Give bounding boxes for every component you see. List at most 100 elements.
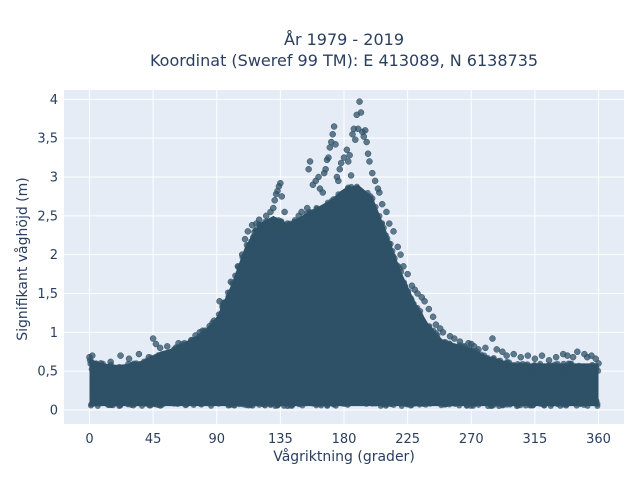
data-point [352,136,359,143]
data-point [482,344,489,352]
data-point [276,395,283,402]
data-point [272,403,279,410]
data-point [376,212,383,219]
data-point [594,403,601,410]
data-point [90,396,97,403]
data-point [583,369,590,376]
data-point [390,228,397,235]
data-point [456,338,464,345]
data-point [451,335,458,342]
data-point [372,203,379,210]
data-point [421,298,428,305]
data-point [494,364,501,371]
data-point [273,221,280,228]
data-point [215,311,222,318]
x-tick-label: 45 [145,432,162,447]
x-tick-label: 315 [522,432,547,447]
data-point [227,278,235,286]
data-point [305,165,312,173]
data-point [357,109,365,116]
data-point [107,358,114,366]
data-point [145,353,153,361]
data-point [469,351,476,358]
data-point [329,400,336,407]
data-point [522,396,529,403]
data-point [503,352,510,359]
data-point [182,343,189,350]
data-point [407,297,414,304]
data-point [325,154,332,161]
data-point [325,400,332,407]
data-point [347,172,355,179]
data-point [401,395,408,402]
data-point [310,398,317,405]
data-point [397,251,404,258]
data-point [360,395,367,402]
data-point [559,396,566,403]
x-tick-label: 360 [586,432,611,447]
data-point [470,396,477,403]
data-point [178,349,185,356]
data-point [226,294,233,301]
data-point [117,352,124,359]
y-tick-label: 4 [50,93,58,108]
data-point [243,241,250,248]
data-point [439,329,447,336]
data-point [531,355,539,363]
data-point [262,402,269,409]
data-point [271,197,278,204]
data-point [429,313,437,321]
data-point [364,150,372,157]
data-point [226,289,233,296]
data-point [566,366,573,373]
data-point [371,177,379,185]
data-point [555,369,562,376]
data-point [115,395,122,402]
data-point [151,401,158,408]
data-point [344,192,351,199]
data-point [485,403,492,410]
data-point [182,402,189,409]
data-point [489,335,496,342]
data-point [460,396,467,403]
data-point [220,304,227,311]
data-point [171,400,178,407]
data-point [336,165,344,173]
data-point [455,350,462,357]
data-point [116,363,123,370]
data-point [507,401,514,408]
data-point [332,141,339,148]
data-point [318,402,325,409]
data-point [376,189,383,196]
chart-title-line-2: Koordinat (Sweref 99 TM): E 413089, N 61… [150,51,538,70]
data-point [129,365,136,372]
data-point [159,356,166,363]
data-point [278,193,286,200]
data-point [493,346,500,353]
data-point [436,400,443,407]
data-point [293,223,300,230]
data-point [330,196,337,203]
data-point [496,398,503,405]
data-point [353,183,360,190]
data-point [289,401,296,408]
data-point [379,220,386,227]
data-point [298,208,305,216]
data-point [95,400,102,407]
data-point [158,396,165,403]
y-tick-label: 2 [50,248,58,263]
data-point [463,402,470,409]
data-point [584,402,591,409]
data-point [524,365,531,372]
data-point [206,397,213,404]
data-point [397,400,404,407]
data-point [163,343,171,350]
data-point [90,360,97,367]
data-point [405,288,412,295]
y-tick-label: 3 [50,170,58,185]
x-axis-title: Vågriktning (grader) [273,448,415,465]
data-point [337,159,345,167]
data-point [350,398,357,405]
data-point [378,200,386,208]
